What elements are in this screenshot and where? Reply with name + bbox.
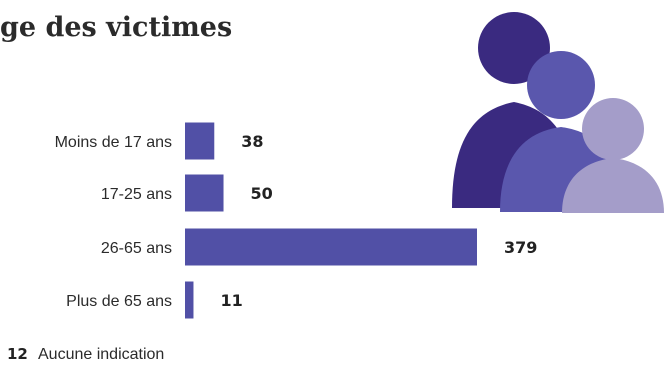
category-label-17-25-ans: 17-25 ans xyxy=(101,186,172,203)
value-label-plus-de-65-ans: 11 xyxy=(220,291,242,310)
people-group-icon xyxy=(452,12,664,213)
category-label-plus-de-65-ans: Plus de 65 ans xyxy=(66,293,172,310)
bar-17-25-ans xyxy=(185,174,224,212)
category-label-26-65-ans: 26-65 ans xyxy=(101,240,172,257)
note-value: 12 xyxy=(7,345,28,363)
category-label-moins-de-17-ans: Moins de 17 ans xyxy=(55,134,172,151)
value-label-17-25-ans: 50 xyxy=(251,184,273,203)
bar-moins-de-17-ans xyxy=(185,122,215,160)
person-front-icon xyxy=(562,98,664,213)
bar-plus-de-65-ans xyxy=(185,281,194,319)
note-label: Aucune indication xyxy=(38,346,164,363)
value-label-moins-de-17-ans: 38 xyxy=(241,132,263,151)
bars-group: Moins de 17 ans 38 17-25 ans 50 26-65 ans 379… xyxy=(55,122,537,319)
bar-26-65-ans xyxy=(185,228,477,266)
chart-title: ge des victimes xyxy=(0,12,232,43)
value-label-26-65-ans: 379 xyxy=(504,238,537,257)
